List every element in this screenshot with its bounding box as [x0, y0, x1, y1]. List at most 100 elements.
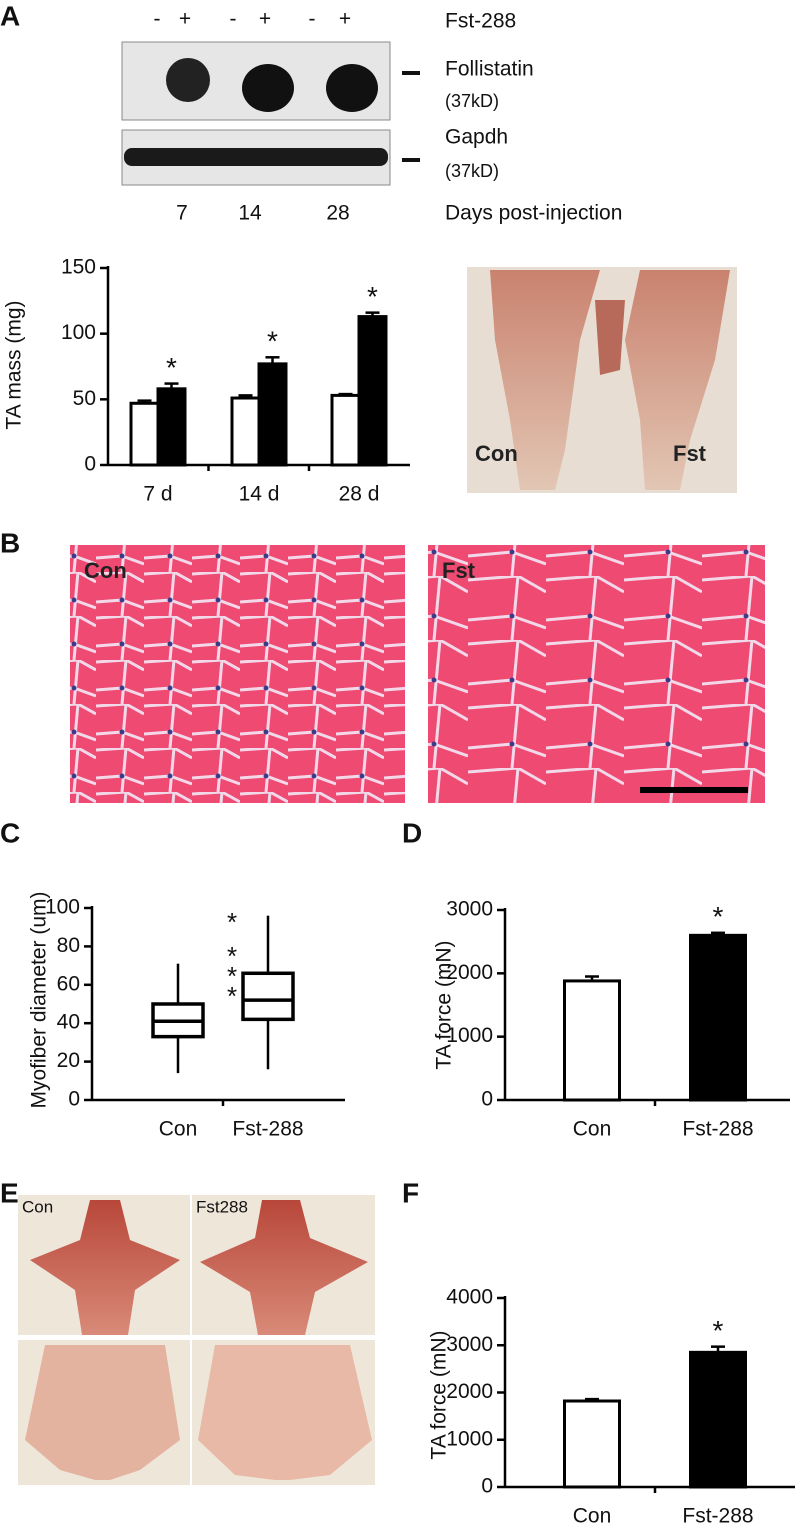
y-tick-label: 150	[61, 256, 96, 279]
x-tick-label: Con	[159, 1118, 198, 1141]
x-tick-label: 28 d	[339, 483, 380, 506]
x-tick-label: Con	[573, 1118, 612, 1141]
y-tick-label: 50	[73, 387, 96, 410]
histology-image	[428, 545, 765, 803]
y-tick-label: 2000	[446, 961, 493, 984]
annotation: *	[367, 281, 378, 312]
bar	[257, 362, 288, 467]
carcass-photo	[18, 1195, 375, 1485]
lane-sign: -	[309, 8, 316, 31]
hindlimb-photo	[467, 267, 737, 493]
day-label: 28	[326, 202, 349, 225]
x-tick-label: Fst-288	[682, 1118, 753, 1141]
static-text: A B C D E F - + - + - + Fst-288 Follista…	[0, 0, 707, 1216]
day-label: 14	[238, 202, 262, 225]
bar	[689, 933, 747, 1102]
scale-bar	[640, 787, 748, 793]
bar	[689, 1350, 747, 1489]
leg	[490, 270, 600, 490]
y-tick-label: 100	[61, 321, 96, 344]
y-tick-label: 2000	[446, 1380, 493, 1403]
photo-label: Con	[22, 1197, 53, 1216]
histology	[70, 545, 765, 803]
band	[124, 148, 388, 166]
band-name: Follistatin	[445, 58, 534, 81]
x-tick-label: Fst-288	[682, 1505, 753, 1528]
annotation: *	[227, 981, 237, 1011]
treatment-label: Fst-288	[445, 10, 516, 33]
photo-label: Fst288	[196, 1197, 248, 1216]
panel-label: D	[402, 817, 422, 848]
bar	[563, 979, 621, 1102]
y-tick-label: 0	[84, 453, 96, 476]
annotation: *	[267, 326, 278, 357]
annotation: *	[713, 1315, 724, 1346]
lane-sign: +	[259, 8, 271, 31]
panel-label: A	[0, 0, 20, 31]
y-tick-label: 1000	[446, 1024, 493, 1047]
histology-image	[70, 545, 405, 803]
lane-sign: +	[179, 8, 191, 31]
marker-dash	[402, 71, 420, 75]
annotation: *	[713, 901, 724, 932]
panel-label: E	[0, 1177, 19, 1208]
bar	[330, 393, 361, 467]
y-axis-label: Myofiber diameter (um)	[28, 891, 51, 1108]
band	[166, 58, 210, 102]
band	[326, 64, 378, 112]
x-tick-label: 14 d	[239, 483, 280, 506]
carcass	[198, 1345, 372, 1480]
y-tick-label: 40	[57, 1011, 80, 1034]
bar	[230, 396, 261, 467]
annotation: *	[166, 352, 177, 383]
leg	[625, 270, 730, 490]
lane-sign: -	[154, 8, 161, 31]
annotation: *	[227, 907, 237, 937]
y-tick-label: 0	[481, 1088, 493, 1111]
x-tick-label: 7 d	[143, 483, 172, 506]
carcass	[200, 1200, 368, 1335]
days-label: Days post-injection	[445, 202, 622, 225]
y-tick-label: 20	[57, 1049, 80, 1072]
band-name: Gapdh	[445, 126, 508, 149]
tail	[595, 300, 625, 375]
y-axis-label: TA mass (mg)	[3, 300, 26, 429]
y-tick-label: 100	[45, 896, 80, 919]
y-tick-label: 1000	[446, 1427, 493, 1450]
photo-label: Con	[84, 558, 127, 583]
blot	[121, 41, 420, 186]
photo-label: Fst	[442, 558, 476, 583]
y-tick-label: 0	[481, 1475, 493, 1498]
y-tick-label: 3000	[446, 898, 493, 921]
lane-sign: -	[230, 8, 237, 31]
annotation: *	[227, 941, 237, 971]
carcass	[25, 1345, 180, 1480]
day-label: 7	[176, 202, 188, 225]
bar	[129, 401, 160, 467]
carcass	[30, 1200, 180, 1335]
box	[241, 971, 295, 1022]
annotation: *	[227, 961, 237, 991]
y-axis-label: TA force (mN)	[433, 940, 456, 1069]
x-tick-label: Con	[573, 1505, 612, 1528]
y-tick-label: 0	[68, 1088, 80, 1111]
x-tick-label: Fst-288	[232, 1118, 303, 1141]
y-tick-label: 3000	[446, 1333, 493, 1356]
panel-label: B	[0, 527, 20, 558]
bar	[563, 1399, 621, 1489]
y-tick-label: 4000	[446, 1286, 493, 1309]
band-size: (37kD)	[445, 161, 499, 181]
bar	[357, 315, 388, 467]
y-axis-label: TA force (mN)	[428, 1330, 451, 1459]
panel-label: F	[402, 1177, 419, 1208]
y-tick-label: 60	[57, 972, 80, 995]
band-size: (37kD)	[445, 91, 499, 111]
band	[242, 64, 294, 112]
photo-label: Fst	[673, 441, 707, 466]
marker-dash	[402, 158, 420, 162]
lane-sign: +	[339, 8, 351, 31]
y-tick-label: 80	[57, 934, 80, 957]
photo-label: Con	[475, 441, 518, 466]
